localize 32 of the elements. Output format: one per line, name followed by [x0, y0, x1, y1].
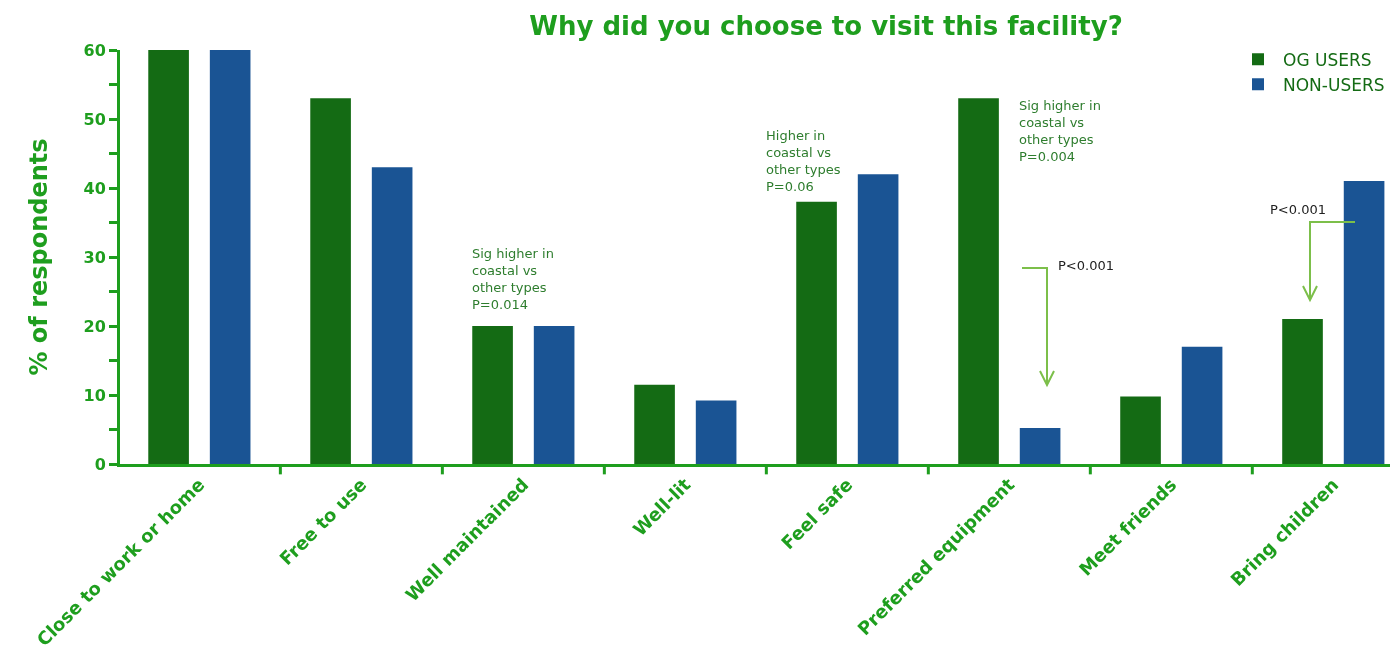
y-tick-label: 10: [83, 385, 106, 405]
bar: [533, 326, 575, 464]
bar: [1019, 428, 1061, 464]
y-tick-label: 30: [83, 247, 106, 267]
y-tick-label: 0: [94, 454, 106, 474]
bar: [695, 400, 737, 464]
bar: [1343, 181, 1385, 464]
annotation: P<0.001: [1270, 202, 1326, 217]
annotation: Sig higher in coastal vs other types P=0.014: [472, 246, 554, 312]
chart-title: Why did you choose to visit this facility?: [529, 10, 1123, 41]
bar: [958, 98, 999, 464]
bar: [634, 384, 675, 464]
y-tick-label: 40: [83, 178, 106, 198]
annotation: P<0.001: [1058, 258, 1114, 273]
y-axis-title: % of respondents: [24, 138, 53, 376]
y-tick-label: 50: [83, 109, 106, 129]
bar: [472, 326, 513, 464]
bar: [857, 174, 899, 464]
bar: [1282, 319, 1323, 464]
annotation: Higher in coastal vs other types P=0.06: [766, 128, 841, 194]
bar: [209, 50, 251, 464]
bar: [148, 50, 189, 464]
bar: [310, 98, 351, 464]
annotation: Sig higher in coastal vs other types P=0.004: [1019, 98, 1101, 164]
y-tick-label: 60: [83, 40, 106, 60]
bar: [1120, 396, 1161, 464]
bar: [1181, 346, 1223, 464]
legend-label: NON-USERS: [1283, 75, 1385, 95]
bar: [371, 167, 413, 464]
legend-label: OG USERS: [1283, 49, 1372, 70]
y-tick-label: 20: [83, 316, 106, 336]
bar: [796, 201, 837, 464]
